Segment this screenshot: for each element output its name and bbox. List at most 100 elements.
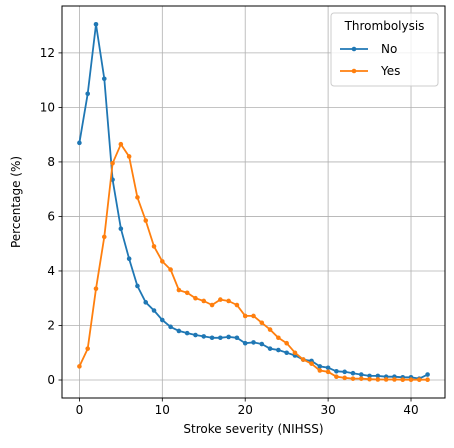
data-point-no: [77, 140, 82, 146]
data-point-no: [209, 335, 215, 341]
data-point-yes: [317, 368, 323, 373]
data-point-yes: [234, 302, 240, 308]
data-point-yes: [193, 295, 198, 301]
y-tick-label: 0: [47, 373, 55, 387]
legend-title: Thrombolysis: [344, 19, 425, 33]
data-point-yes: [267, 327, 273, 332]
data-point-no: [218, 335, 223, 341]
data-point-no: [267, 346, 273, 351]
data-point-yes: [126, 154, 132, 159]
data-point-no: [184, 330, 190, 336]
data-point-yes: [184, 290, 190, 296]
data-point-yes: [284, 340, 289, 346]
x-tick-label: 40: [403, 403, 418, 417]
data-point-yes: [276, 335, 281, 341]
data-point-yes: [392, 377, 397, 382]
data-point-yes: [110, 160, 115, 166]
x-tick-label: 0: [76, 403, 84, 417]
data-point-no: [251, 340, 256, 345]
data-point-no: [135, 283, 140, 289]
data-point-no: [201, 334, 207, 339]
x-tick-label: 20: [238, 403, 253, 417]
legend-marker-no: [351, 46, 357, 52]
data-point-yes: [358, 376, 364, 381]
data-point-no: [160, 317, 165, 323]
data-point-yes: [342, 375, 347, 381]
data-point-yes: [160, 259, 165, 264]
data-point-no: [101, 76, 107, 82]
y-axis-label: Percentage (%): [9, 156, 23, 248]
legend-box: [330, 12, 439, 87]
x-tick-label: 30: [320, 403, 335, 417]
data-point-yes: [101, 234, 107, 240]
data-point-yes: [334, 374, 339, 380]
data-point-yes: [226, 298, 231, 304]
legend-label-no: No: [381, 42, 397, 56]
y-tick-label: 8: [47, 155, 55, 169]
data-point-no: [375, 373, 381, 379]
axis-ticks: 0 10 20 30 40 0 2 4 6 8 10 12: [40, 46, 419, 417]
data-point-no: [342, 369, 347, 375]
y-tick-label: 2: [47, 318, 55, 332]
data-point-no: [234, 335, 240, 341]
data-point-yes: [425, 377, 430, 383]
x-tick-label: 10: [155, 403, 170, 417]
data-point-yes: [417, 377, 422, 383]
data-point-no: [226, 334, 231, 340]
data-point-yes: [350, 376, 356, 381]
data-point-no: [93, 21, 99, 27]
data-point-no: [151, 308, 157, 313]
data-point-no: [425, 372, 430, 377]
data-point-yes: [135, 195, 140, 200]
data-point-yes: [118, 141, 124, 147]
data-point-no: [143, 300, 149, 305]
data-point-no: [176, 328, 182, 334]
data-point-no: [334, 368, 339, 374]
data-point-yes: [85, 346, 90, 351]
data-point-yes: [251, 313, 256, 319]
data-point-yes: [168, 267, 173, 272]
data-point-no: [168, 324, 173, 330]
plot-frame: [61, 5, 446, 399]
data-point-no: [118, 226, 124, 232]
data-point-no: [85, 91, 90, 97]
y-tick-label: 6: [47, 209, 55, 223]
data-point-yes: [325, 369, 331, 375]
data-point-no: [325, 365, 331, 371]
grid-lines: [62, 6, 445, 398]
data-point-yes: [259, 320, 265, 326]
data-point-no: [284, 350, 289, 356]
data-point-no: [242, 340, 248, 346]
data-point-yes: [93, 286, 99, 291]
data-point-yes: [218, 297, 223, 302]
data-point-yes: [408, 377, 414, 383]
y-tick-label: 4: [47, 264, 55, 278]
data-point-no: [126, 256, 132, 262]
data-point-yes: [201, 298, 207, 304]
data-point-yes: [143, 218, 149, 223]
legend: Thrombolysis No Yes: [330, 12, 439, 87]
data-point-no: [367, 373, 372, 379]
data-point-no: [358, 372, 364, 377]
data-point-yes: [375, 377, 381, 382]
data-point-no: [317, 364, 323, 369]
data-point-yes: [300, 357, 306, 362]
data-point-no: [350, 370, 356, 376]
data-point-yes: [176, 287, 182, 293]
data-point-no: [259, 341, 265, 347]
data-point-yes: [242, 313, 248, 319]
legend-marker-yes: [351, 68, 357, 74]
data-point-yes: [383, 377, 389, 382]
data-point-yes: [151, 244, 157, 249]
data-point-yes: [77, 364, 82, 369]
data-point-yes: [367, 376, 372, 382]
y-tick-label: 10: [40, 100, 55, 114]
data-point-no: [193, 332, 198, 338]
data-point-yes: [400, 377, 406, 383]
data-point-yes: [292, 350, 298, 356]
data-point-yes: [309, 361, 314, 366]
x-axis-label: Stroke severity (NIHSS): [183, 422, 323, 436]
series-layer: [77, 21, 430, 383]
data-point-yes: [209, 302, 215, 308]
